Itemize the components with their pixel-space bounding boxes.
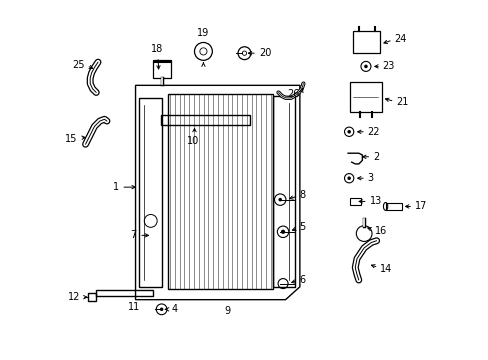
Bar: [349, 198, 360, 205]
Text: 24: 24: [394, 34, 406, 44]
Text: 22: 22: [367, 127, 380, 137]
Text: 20: 20: [258, 48, 271, 58]
Text: 11: 11: [128, 302, 141, 312]
Text: 17: 17: [414, 202, 426, 211]
Text: 3: 3: [367, 173, 373, 183]
Text: 15: 15: [65, 134, 78, 144]
Text: 13: 13: [369, 197, 381, 206]
Text: 19: 19: [197, 28, 209, 38]
Text: 16: 16: [374, 226, 386, 236]
Text: 4: 4: [171, 304, 177, 314]
Circle shape: [160, 307, 163, 311]
Bar: [153, 60, 171, 78]
Bar: [160, 114, 249, 125]
Text: 2: 2: [372, 152, 379, 162]
Bar: [385, 203, 401, 210]
Bar: [96, 290, 153, 296]
Text: 9: 9: [224, 306, 230, 316]
Bar: [349, 82, 381, 112]
Circle shape: [346, 176, 350, 180]
Text: 7: 7: [130, 230, 136, 240]
Circle shape: [346, 130, 350, 134]
Bar: [272, 96, 294, 287]
Text: 18: 18: [150, 44, 163, 54]
Text: 6: 6: [299, 275, 305, 285]
Bar: [167, 94, 272, 289]
Text: 1: 1: [112, 182, 119, 192]
Text: 21: 21: [395, 97, 408, 107]
Text: 10: 10: [186, 136, 199, 147]
Text: 23: 23: [382, 62, 394, 71]
Text: 5: 5: [299, 222, 305, 232]
Text: 25: 25: [72, 60, 84, 69]
Bar: [88, 293, 96, 301]
Text: 26: 26: [287, 89, 299, 99]
Circle shape: [364, 64, 367, 68]
Circle shape: [278, 198, 282, 202]
Text: 8: 8: [299, 190, 305, 200]
Bar: [139, 98, 162, 287]
Text: 14: 14: [380, 264, 392, 274]
Text: 12: 12: [68, 292, 81, 302]
Circle shape: [281, 230, 285, 234]
Bar: [353, 31, 380, 53]
